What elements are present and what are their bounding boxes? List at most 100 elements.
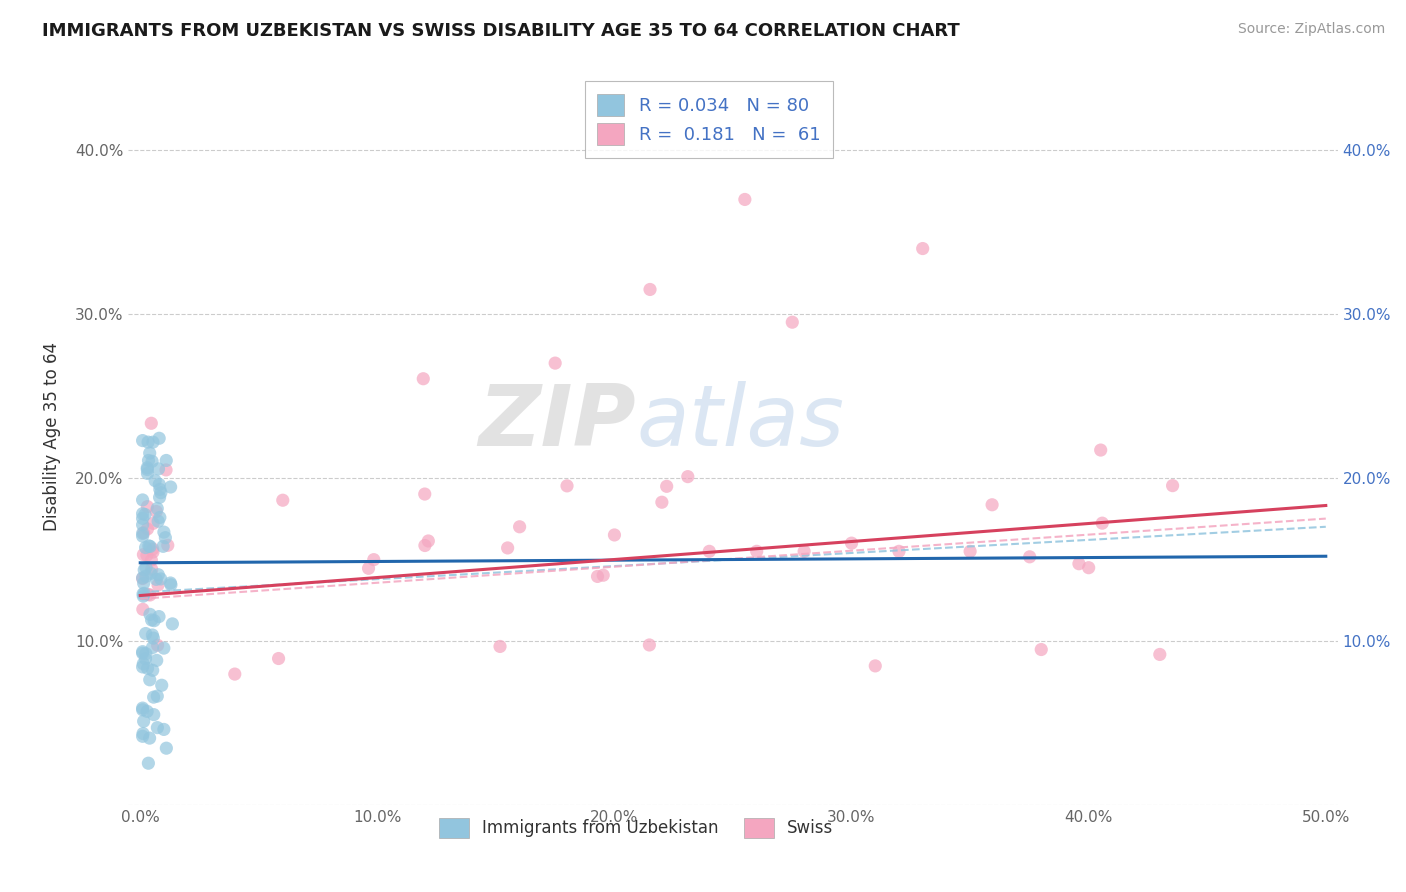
Point (146, 514, 169, 528)
Point (132, 589, 155, 603)
Point (134, 508, 156, 522)
Point (142, 542, 165, 557)
Point (155, 463, 177, 477)
Point (603, 528, 626, 542)
Point (132, 587, 155, 601)
Point (136, 661, 159, 675)
Point (142, 663, 165, 677)
Point (135, 560, 157, 574)
Point (134, 563, 156, 577)
Point (131, 660, 153, 674)
Point (132, 525, 155, 540)
Point (131, 526, 153, 541)
Point (138, 756, 160, 771)
Point (131, 703, 153, 717)
Point (489, 640, 512, 654)
Text: IMMIGRANTS FROM UZBEKISTAN VS SWISS DISABILITY AGE 35 TO 64 CORRELATION CHART: IMMIGRANTS FROM UZBEKISTAN VS SWISS DISA… (42, 22, 960, 40)
Point (413, 487, 436, 501)
Point (555, 479, 578, 493)
Point (131, 511, 153, 525)
Point (655, 479, 678, 493)
Point (146, 501, 169, 516)
Point (149, 510, 172, 524)
Point (145, 504, 167, 518)
Point (145, 573, 167, 587)
Point (141, 553, 163, 567)
Point (139, 566, 162, 581)
Point (139, 607, 162, 622)
Point (135, 569, 157, 583)
Point (153, 641, 176, 656)
Point (138, 673, 160, 687)
Point (734, 193, 756, 207)
Point (153, 525, 176, 540)
Point (638, 283, 661, 297)
Point (153, 723, 176, 737)
Point (745, 544, 768, 558)
Point (865, 659, 887, 673)
Point (148, 567, 170, 582)
Point (141, 454, 163, 468)
Point (676, 469, 699, 483)
Point (162, 616, 184, 631)
Point (271, 493, 294, 508)
Point (152, 539, 174, 553)
Point (159, 576, 181, 591)
Point (135, 541, 157, 555)
Point (139, 540, 162, 554)
Point (148, 431, 170, 445)
Point (131, 529, 153, 543)
Point (363, 552, 385, 566)
Point (156, 538, 179, 552)
Text: ZIP: ZIP (478, 381, 637, 464)
Point (146, 689, 169, 703)
Point (148, 609, 170, 624)
Point (141, 628, 163, 642)
Point (132, 576, 155, 591)
Point (155, 741, 177, 756)
Point (911, 242, 934, 256)
Point (651, 495, 673, 509)
Point (142, 690, 165, 705)
Point (150, 678, 173, 692)
Point (134, 586, 156, 600)
Point (132, 726, 155, 740)
Point (136, 705, 159, 719)
Point (131, 572, 153, 586)
Point (159, 480, 181, 494)
Point (357, 561, 380, 575)
Point (981, 498, 1004, 512)
Point (146, 638, 169, 652)
Point (1067, 557, 1090, 571)
Point (148, 477, 170, 491)
Point (131, 729, 153, 743)
Point (146, 721, 169, 735)
Point (145, 653, 167, 667)
Point (131, 701, 153, 715)
Point (149, 572, 172, 586)
Point (141, 640, 163, 655)
Point (142, 516, 165, 531)
Legend: Immigrants from Uzbekistan, Swiss: Immigrants from Uzbekistan, Swiss (433, 811, 841, 845)
Point (134, 651, 156, 665)
Point (1018, 549, 1040, 564)
Point (1090, 443, 1112, 458)
Point (413, 539, 436, 553)
Point (959, 544, 981, 558)
Point (131, 434, 153, 448)
Point (1161, 478, 1184, 492)
Point (149, 483, 172, 497)
Point (135, 548, 157, 562)
Point (136, 467, 159, 481)
Point (131, 571, 153, 585)
Point (136, 435, 159, 450)
Point (142, 545, 165, 559)
Point (135, 626, 157, 640)
Point (141, 417, 163, 431)
Point (141, 562, 163, 576)
Point (142, 707, 165, 722)
Point (132, 602, 155, 616)
Point (224, 667, 246, 681)
Point (149, 485, 172, 500)
Point (1077, 560, 1099, 574)
